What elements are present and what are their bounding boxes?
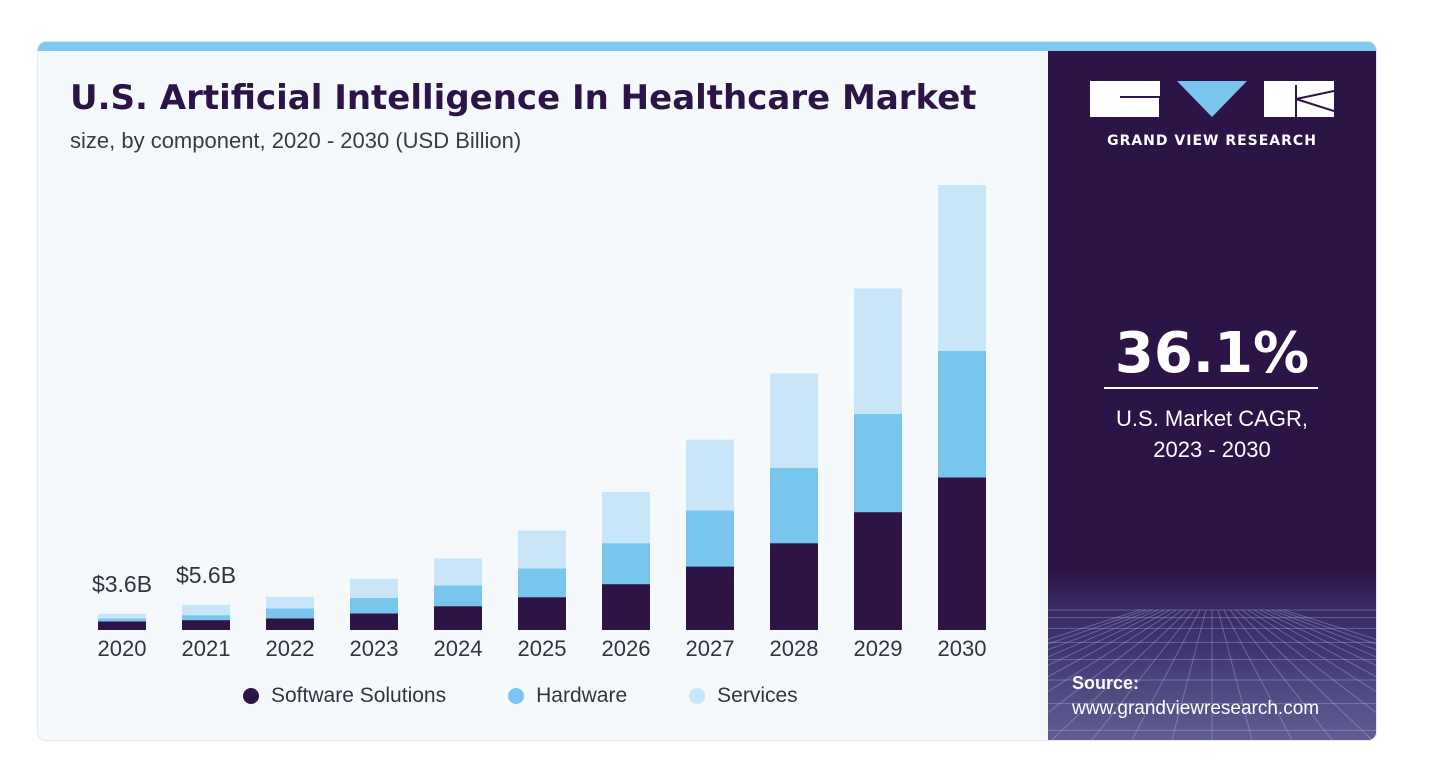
data-label-2020: $3.6B [92, 571, 152, 597]
x-tick-label: 2027 [686, 636, 735, 661]
cagr-label-line1: U.S. Market CAGR, [1116, 406, 1308, 431]
x-tick-label: 2022 [266, 636, 315, 661]
bar-segment-2030-software [938, 477, 986, 630]
bar-segment-2027-software [686, 566, 734, 630]
bar-segment-2023-services [350, 578, 398, 599]
source-title: Source: [1072, 673, 1140, 693]
bar-segment-2028-services [770, 373, 818, 468]
legend-label-services: Services [717, 684, 798, 707]
legend-item-hardware: Hardware [508, 684, 627, 708]
bar-segment-2029-hardware [854, 414, 902, 513]
bar-segment-2021-services [182, 604, 230, 616]
bars-group [98, 184, 986, 630]
cagr-label-line2: 2023 - 2030 [1153, 437, 1271, 462]
bar-segment-2029-services [854, 288, 902, 414]
top-accent-bar [38, 42, 1376, 51]
grand-view-research-logo-icon [1090, 81, 1334, 117]
bar-segment-2023-hardware [350, 598, 398, 614]
bar-segment-2020-services [98, 613, 146, 619]
x-tick-label: 2021 [182, 636, 231, 661]
data-label-2021: $5.6B [176, 562, 236, 588]
x-tick-label: 2020 [98, 636, 147, 661]
bar-segment-2020-hardware [98, 618, 146, 622]
legend-dot-software [243, 688, 259, 704]
bar-segment-2022-hardware [266, 608, 314, 619]
bar-segment-2023-software [350, 613, 398, 630]
legend-label-hardware: Hardware [536, 684, 628, 707]
x-tick-label: 2025 [518, 636, 567, 661]
chart-legend: Software Solutions Hardware Services [243, 684, 860, 708]
decorative-grid-graphic [1048, 570, 1376, 740]
x-tick-label: 2026 [602, 636, 651, 661]
stacked-bar-chart: 2020 2021 2022 2023 2024 2025 2026 2027 2028 2029… [92, 184, 987, 661]
bar-segment-2027-hardware [686, 510, 734, 567]
bar-segment-2025-hardware [518, 568, 566, 598]
x-tick-label: 2028 [770, 636, 819, 661]
bar-segment-2024-software [434, 606, 482, 630]
bar-segment-2028-hardware [770, 468, 818, 544]
chart-subtitle: size, by component, 2020 - 2030 (USD Bil… [70, 128, 522, 153]
x-axis-ticks: 2020 2021 2022 2023 2024 2025 2026 2027 2028 2029… [98, 636, 987, 661]
bar-segment-2022-services [266, 596, 314, 609]
bar-segment-2021-software [182, 620, 230, 630]
bar-segment-2030-services [938, 184, 986, 351]
bar-segment-2022-software [266, 618, 314, 630]
legend-item-services: Services [689, 684, 798, 708]
bar-segment-2025-software [518, 597, 566, 630]
legend-dot-hardware [508, 688, 525, 704]
bar-segment-2026-services [602, 491, 650, 544]
infographic-card: U.S. Artificial Intelligence In Healthca… [38, 42, 1376, 740]
cagr-label: U.S. Market CAGR, 2023 - 2030 [1048, 403, 1376, 465]
bar-segment-2024-services [434, 558, 482, 586]
bar-segment-2026-software [602, 584, 650, 630]
bar-segment-2024-hardware [434, 585, 482, 607]
bar-segment-2026-hardware [602, 543, 650, 585]
legend-item-software: Software Solutions [243, 684, 446, 708]
legend-label-software: Software Solutions [271, 684, 447, 707]
side-panel: GRAND VIEW RESEARCH 36.1% U.S. Market CA… [1048, 51, 1376, 740]
x-tick-label: 2029 [854, 636, 903, 661]
bar-segment-2025-services [518, 530, 566, 569]
legend-dot-services [689, 688, 706, 704]
bar-segment-2027-services [686, 439, 734, 511]
cagr-divider [1104, 387, 1318, 389]
bar-segment-2028-software [770, 543, 818, 630]
x-tick-label: 2023 [350, 636, 399, 661]
cagr-value: 36.1% [1114, 321, 1310, 386]
chart-title: U.S. Artificial Intelligence In Healthca… [70, 78, 977, 118]
bar-segment-2030-hardware [938, 351, 986, 478]
x-tick-label: 2024 [434, 636, 483, 661]
source-url[interactable]: www.grandviewresearch.com [1072, 698, 1320, 719]
bar-segment-2020-software [98, 621, 146, 630]
x-tick-label: 2030 [938, 636, 987, 661]
bar-segment-2021-hardware [182, 615, 230, 621]
bar-segment-2029-software [854, 512, 902, 630]
brand-name: GRAND VIEW RESEARCH [1107, 133, 1317, 149]
